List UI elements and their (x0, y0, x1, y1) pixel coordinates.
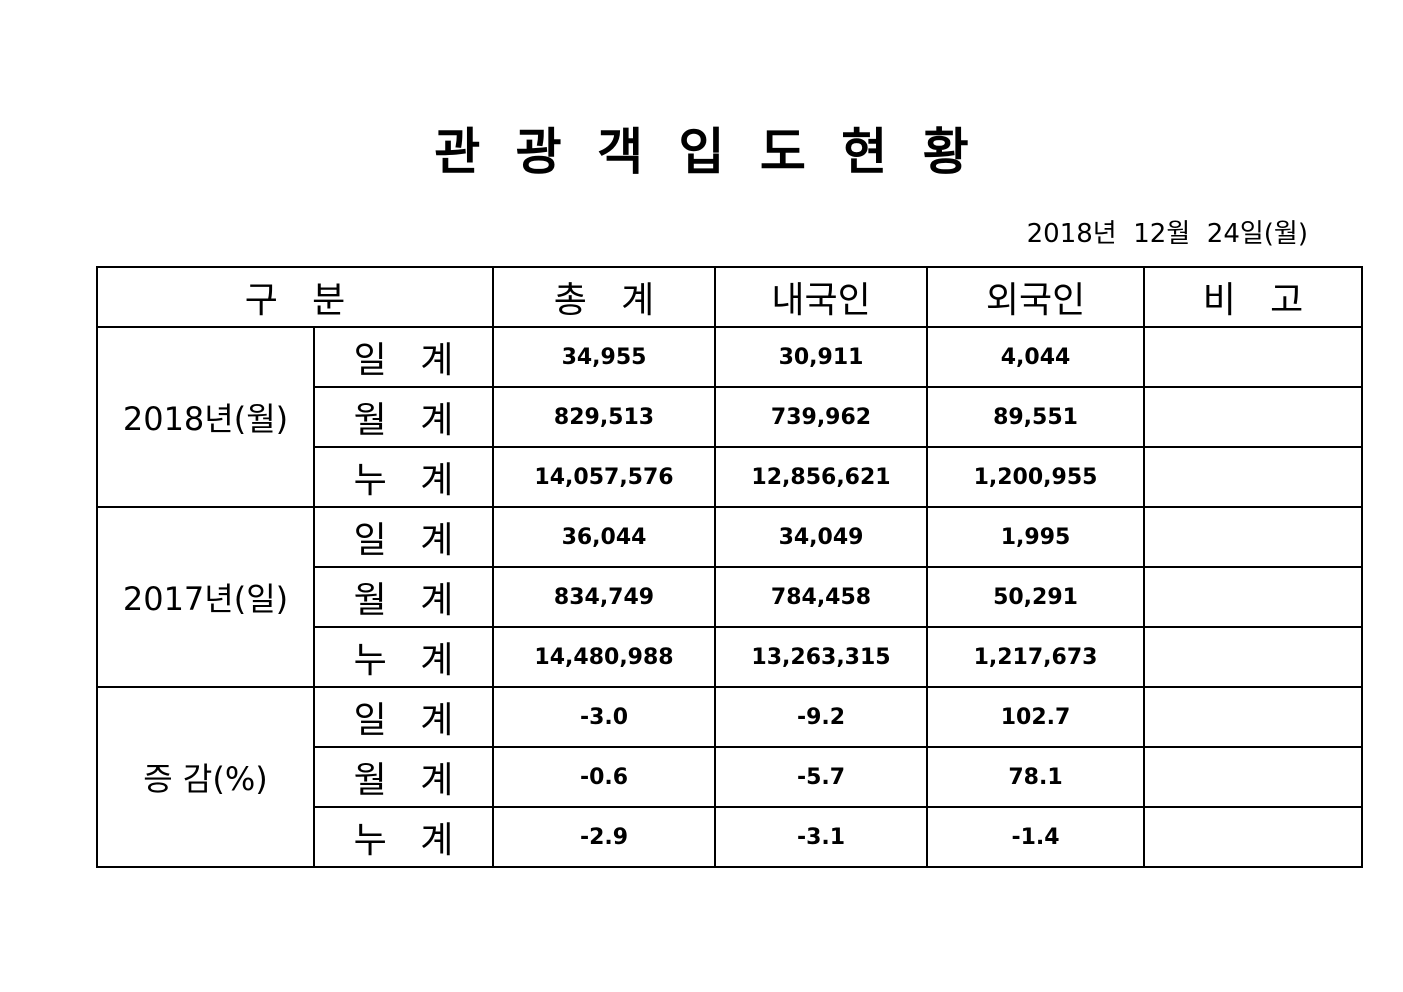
remark-cell (1143, 386, 1364, 448)
value-cell: 102.7 (926, 686, 1146, 748)
value-cell: 89,551 (926, 386, 1146, 448)
column-header: 내국인 (714, 266, 929, 328)
value-cell: -1.4 (926, 806, 1146, 868)
value-cell: 14,057,576 (492, 446, 717, 508)
row-label: 일 계 (312, 326, 495, 388)
value-cell: -9.2 (714, 686, 929, 748)
row-label: 누 계 (312, 626, 495, 688)
row-label: 월 계 (312, 386, 495, 448)
remark-cell (1143, 506, 1364, 568)
value-cell: 36,044 (492, 506, 717, 568)
row-label: 일 계 (312, 506, 495, 568)
value-cell: -3.0 (492, 686, 717, 748)
value-cell: 829,513 (492, 386, 717, 448)
value-cell: 834,749 (492, 566, 717, 628)
remark-cell (1143, 326, 1364, 388)
group-label: 2017년(일) (96, 506, 315, 688)
value-cell: 1,995 (926, 506, 1146, 568)
data-row: 증 감(%) 일 계 -3.0 -9.2 102.7 (96, 686, 1364, 868)
column-header: 구 분 (95, 266, 495, 328)
data-row: 2018년(월) 일 계 34,955 30,911 4,044 (96, 326, 1364, 508)
value-cell: -3.1 (714, 806, 929, 868)
value-cell: -0.6 (492, 746, 717, 808)
data-row: 월 계 -0.6 -5.7 78.1 (97, 746, 1364, 808)
column-header: 비 고 (1143, 266, 1364, 328)
value-cell: 34,049 (714, 506, 929, 568)
title: 관 광 객 입 도 현 황 (434, 123, 969, 181)
value-cell: -5.7 (714, 746, 929, 808)
data-row: 누 계 -2.9 -3.1 -1.4 (97, 806, 1364, 868)
value-cell: 12,856,621 (714, 446, 929, 508)
column-header: 총 계 (492, 266, 717, 328)
row-label: 누 계 (312, 446, 495, 508)
value-cell: -2.9 (492, 806, 717, 868)
row-label: 월 계 (312, 566, 495, 628)
data-row: 월 계 834,749 784,458 50,291 (97, 566, 1364, 628)
remark-cell (1143, 566, 1364, 628)
value-cell: 4,044 (926, 326, 1146, 388)
data-row: 2017년(일) 일 계 36,044 34,049 1,995 (96, 506, 1364, 688)
data-row: 누 계 14,480,988 13,263,315 1,217,673 (97, 626, 1364, 688)
value-cell: 13,263,315 (714, 626, 929, 688)
value-cell: 34,955 (492, 326, 717, 388)
data-row: 누 계 14,057,576 12,856,621 1,200,955 (97, 446, 1364, 508)
group-label: 2018년(월) (96, 326, 315, 508)
value-cell: 1,200,955 (926, 446, 1146, 508)
remark-cell (1143, 446, 1364, 508)
data-row: 월 계 829,513 739,962 89,551 (97, 386, 1364, 448)
group-label: 증 감(%) (96, 686, 315, 868)
value-cell: 739,962 (714, 386, 929, 448)
remark-cell (1143, 686, 1364, 748)
remark-cell (1143, 806, 1364, 868)
value-cell: 784,458 (714, 566, 929, 628)
remark-cell (1143, 746, 1364, 808)
value-cell: 50,291 (926, 566, 1146, 628)
value-cell: 1,217,673 (926, 626, 1146, 688)
date: 2018년 12월 24일(월) (1026, 219, 1308, 249)
row-label: 누 계 (312, 806, 495, 868)
row-label: 일 계 (312, 686, 495, 748)
value-cell: 30,911 (714, 326, 929, 388)
value-cell: 14,480,988 (492, 626, 717, 688)
remark-cell (1143, 626, 1364, 688)
value-cell: 78.1 (926, 746, 1146, 808)
row-label: 월 계 (312, 746, 495, 808)
column-header: 외국인 (926, 266, 1146, 328)
